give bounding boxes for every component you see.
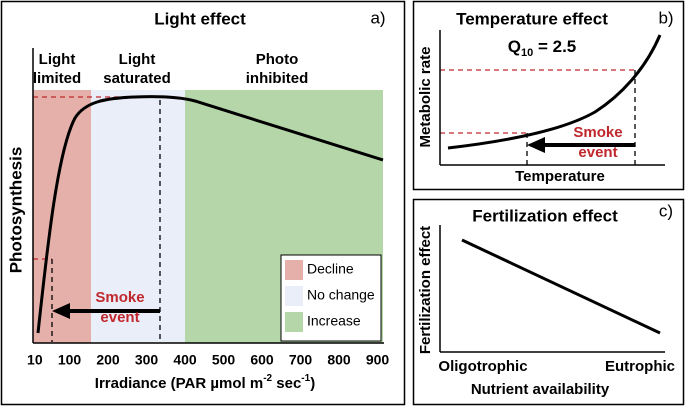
- arrow-head: [52, 303, 70, 319]
- title: Temperature effect: [456, 9, 608, 28]
- trend-line: [461, 238, 661, 335]
- x-tick-label: 400: [173, 352, 197, 368]
- title: Light effect: [154, 9, 246, 28]
- legend-swatch: [285, 286, 303, 306]
- x-end-label: Eutrophic: [605, 358, 675, 375]
- zone-label: saturated: [103, 70, 171, 87]
- legend-label: Increase: [307, 313, 361, 329]
- legend-label: Decline: [307, 261, 354, 277]
- zone-label: Photo: [256, 51, 299, 68]
- curve: [36, 95, 384, 334]
- zone-label: Light: [39, 51, 76, 68]
- x-tick-label: 100: [58, 352, 82, 368]
- x-tick-label: 600: [250, 352, 274, 368]
- zone-label: limited: [33, 70, 81, 87]
- x-tick-label: 700: [289, 352, 313, 368]
- event-label: event: [578, 144, 617, 161]
- y-label: Fertilization effect: [417, 226, 434, 354]
- x-tick-label: 300: [135, 352, 159, 368]
- x-label: Irradiance (PAR µmol m-2 sec-1): [95, 373, 315, 392]
- legend-swatch: [285, 312, 303, 332]
- legend-swatch: [285, 260, 303, 280]
- zone-label: Light: [119, 51, 156, 68]
- x-tick-label: 800: [327, 352, 351, 368]
- panel-frame: [412, 0, 685, 191]
- panel-frame: [412, 198, 685, 406]
- x-start-label: Oligotrophic: [438, 358, 527, 375]
- y-label: Photosynthesis: [6, 147, 25, 274]
- x-tick-label: 10: [27, 352, 43, 368]
- x-label: Temperature: [515, 168, 605, 185]
- q10-subscript: 10: [521, 47, 533, 59]
- zone-label: inhibited: [246, 70, 309, 87]
- panel-frame: [0, 0, 406, 406]
- legend-label: No change: [307, 287, 375, 303]
- x-tick-label: 900: [366, 352, 390, 368]
- arrow-head: [527, 137, 545, 153]
- title: Fertilization effect: [472, 206, 618, 225]
- x-ticks: 10 100 200 300 400 500 600 700 800 900: [27, 352, 389, 368]
- panel-letter: b): [658, 8, 673, 27]
- event-label: Smoke: [95, 289, 144, 306]
- panel-letter: a): [370, 8, 385, 27]
- x-label-part: ): [310, 375, 315, 392]
- x-label-sup: -1: [301, 373, 310, 384]
- curve: [447, 34, 662, 150]
- x-label-part: sec: [272, 375, 301, 392]
- event-label: Smoke: [573, 124, 622, 141]
- event-label: event: [100, 309, 139, 326]
- zone-no-change: [91, 90, 185, 343]
- q10-label: Q10 = 2.5: [508, 37, 577, 58]
- q10-equation: = 2.5: [533, 37, 576, 56]
- x-tick-label: 200: [96, 352, 120, 368]
- q10-symbol: Q: [508, 37, 521, 56]
- x-label-sup: -2: [263, 373, 272, 384]
- y-label: Metabolic rate: [417, 47, 434, 148]
- panel-letter: c): [659, 201, 673, 220]
- x-tick-label: 500: [212, 352, 236, 368]
- x-label: Nutrient availability: [471, 381, 610, 398]
- x-label-part: Irradiance (PAR µmol m: [95, 375, 263, 392]
